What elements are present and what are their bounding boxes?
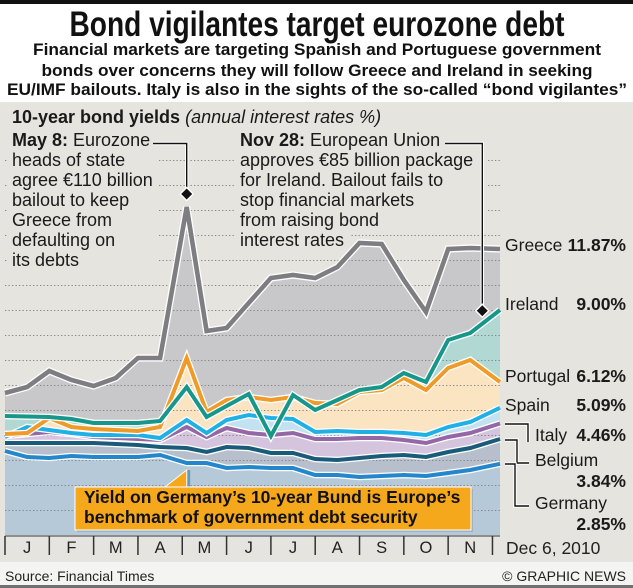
event-markers xyxy=(153,141,490,319)
series-end-value: 3.84% xyxy=(576,470,626,491)
publisher-credit: © GRAPHIC NEWS xyxy=(502,568,626,584)
series-end-value: 2.85% xyxy=(576,513,626,534)
x-tick-label: M xyxy=(108,539,123,557)
annotation-line: European Union xyxy=(310,130,441,150)
series-label-portugal: Portugal 6.12% xyxy=(505,366,626,387)
series-label-germany: Germany 2.85% xyxy=(535,493,626,535)
series-end-value: 4.46% xyxy=(576,425,626,445)
series-label-belgium: Belgium 3.84% xyxy=(535,450,626,492)
bund-note xyxy=(74,468,473,532)
nov-note-backdrop-tail xyxy=(236,229,351,248)
series-end-value: 6.12% xyxy=(576,366,626,386)
annotation-line: approves €85 billion package xyxy=(240,150,474,170)
x-tick-label: N xyxy=(464,539,477,557)
bund-note-box xyxy=(74,486,472,531)
x-tick-label: A xyxy=(154,539,166,557)
nov-note-backdrop xyxy=(236,128,486,229)
may-note-backdrop xyxy=(8,128,157,270)
annotation-line: for Ireland. Bailout fails to xyxy=(240,170,444,190)
series-line-greece xyxy=(4,206,501,396)
bund-note-line: Yield on Germany’s 10-year Bund is Europ… xyxy=(84,486,461,507)
series-end-value: 9.00% xyxy=(576,294,626,314)
x-axis xyxy=(4,535,500,555)
x-tick-label: S xyxy=(376,539,388,557)
annotation-line: its debts xyxy=(12,250,80,270)
series-name: Ireland xyxy=(505,294,559,314)
subtitle-line: EU/IMF bailouts. Italy is also in the si… xyxy=(6,80,627,99)
series-lines xyxy=(3,206,503,481)
pointer-shadow xyxy=(187,470,191,488)
annotation-line: stop financial markets xyxy=(240,190,415,210)
series-label-italy: Italy 4.46% xyxy=(535,425,626,446)
chart-title: Bond vigilantes target eurozone debt xyxy=(68,5,565,44)
label-connectors xyxy=(505,422,530,508)
x-tick-label: J xyxy=(244,539,253,557)
y-axis-heading: 10-year bond yields (annual interest rate… xyxy=(12,107,381,127)
annotation-line: bailout to keep xyxy=(12,190,130,210)
x-tick-label: A xyxy=(331,539,343,557)
event-diamond-marker xyxy=(474,303,490,319)
annotation-date: May 8: xyxy=(12,130,69,150)
series-name: Greece xyxy=(505,235,563,255)
belgium-connector xyxy=(505,439,529,464)
bottom-bar xyxy=(0,585,633,588)
nov-28-annotation: Nov 28: European Union approves €85 billi… xyxy=(240,130,473,250)
x-tick-label: F xyxy=(66,539,77,557)
leader-line xyxy=(153,142,188,188)
annotation-line: heads of state xyxy=(12,150,126,170)
series-line-spain xyxy=(4,405,501,441)
x-tick-label: M xyxy=(197,539,212,557)
y-axis-unit-note: (annual interest rates %) xyxy=(185,106,382,127)
annotation-line: agree €110 billion xyxy=(12,170,153,190)
subtitle-line: Financial markets are targeting Spanish … xyxy=(32,40,601,59)
series-end-value: 5.09% xyxy=(576,395,626,415)
series-label-spain: Spain 5.09% xyxy=(505,395,626,416)
event-diamond-marker xyxy=(179,186,195,202)
leader-line xyxy=(445,142,483,305)
x-tick-label: J xyxy=(23,539,32,557)
series-end-value: 11.87% xyxy=(567,235,626,255)
annotation-line: defaulting on xyxy=(12,230,116,250)
may-8-annotation: May 8: Eurozone heads of state agree €110… xyxy=(12,130,153,270)
annotation-line: from raising bond xyxy=(240,210,380,230)
germany-connector xyxy=(505,463,529,507)
x-tick-label: O xyxy=(419,539,433,557)
footer-background xyxy=(0,562,633,585)
top-bar xyxy=(0,0,633,4)
source-credit: Source: Financial Times xyxy=(5,568,155,584)
annotation-date: Nov 28: xyxy=(240,130,306,150)
x-axis-end-date: Dec 6, 2010 xyxy=(506,537,601,558)
subtitle-line: bonds over concerns they will follow Gre… xyxy=(40,60,593,80)
series-label-greece: Greece 11.87% xyxy=(505,235,626,256)
annotation-line: Greece from xyxy=(12,210,113,230)
series-name: Spain xyxy=(505,395,550,415)
x-tick-label: J xyxy=(288,539,298,557)
series-label-ireland: Ireland 9.00% xyxy=(505,294,626,315)
annotation-line: interest rates xyxy=(240,230,345,250)
annotation-line: Eurozone xyxy=(73,130,151,150)
series-line-belgium xyxy=(5,437,501,463)
series-name: Portugal xyxy=(505,366,571,386)
series-name: Belgium xyxy=(535,449,599,470)
bund-note-line: benchmark of government debt security xyxy=(84,506,418,527)
series-name: Germany xyxy=(535,492,607,513)
series-line-ireland xyxy=(4,308,502,441)
y-axis-label: 10-year bond yields xyxy=(12,106,181,127)
italy-connector xyxy=(505,423,529,442)
series-name: Italy xyxy=(535,425,568,445)
series-line-germany xyxy=(4,449,501,480)
